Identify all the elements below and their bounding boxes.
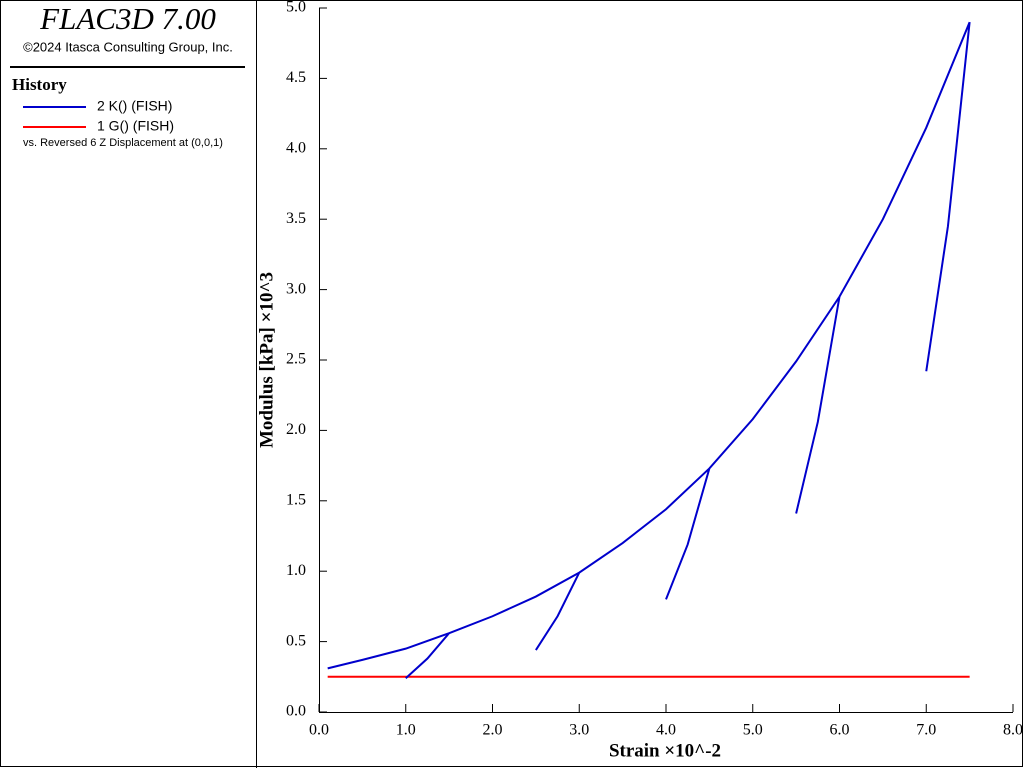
legend-label: 1 G() (FISH) xyxy=(97,118,174,134)
x-axis-label: Strain ×10^-2 xyxy=(609,740,721,761)
legend-title: History xyxy=(12,75,67,94)
x-tick-label: 3.0 xyxy=(569,722,589,739)
x-tick-label: 7.0 xyxy=(916,722,936,739)
x-tick-label: 5.0 xyxy=(743,722,763,739)
y-tick-label: 2.5 xyxy=(286,351,306,368)
legend-note: vs. Reversed 6 Z Displacement at (0,0,1) xyxy=(23,137,223,149)
y-tick-label: 4.5 xyxy=(286,69,306,86)
x-tick-label: 6.0 xyxy=(830,722,850,739)
y-tick-label: 3.5 xyxy=(286,210,306,227)
series-line xyxy=(327,21,971,679)
copyright: ©2024 Itasca Consulting Group, Inc. xyxy=(23,39,233,54)
y-tick-label: 2.0 xyxy=(286,421,306,438)
y-tick-label: 0.0 xyxy=(286,703,306,720)
y-tick-label: 4.0 xyxy=(286,139,306,156)
x-tick-label: 2.0 xyxy=(483,722,503,739)
y-tick-label: 1.0 xyxy=(286,562,306,579)
y-tick-label: 1.5 xyxy=(286,491,306,508)
x-tick-label: 0.0 xyxy=(309,722,329,739)
x-tick-label: 8.0 xyxy=(1003,722,1023,739)
x-tick-label: 4.0 xyxy=(656,722,676,739)
y-tick-label: 0.5 xyxy=(286,632,306,649)
header-title: FLAC3D 7.00 xyxy=(39,1,216,36)
legend-label: 2 K() (FISH) xyxy=(97,98,172,114)
y-tick-label: 5.0 xyxy=(286,0,306,16)
x-tick-label: 1.0 xyxy=(396,722,416,739)
y-axis-label: Modulus [kPa] ×10^3 xyxy=(256,272,277,448)
y-tick-label: 3.0 xyxy=(286,280,306,297)
